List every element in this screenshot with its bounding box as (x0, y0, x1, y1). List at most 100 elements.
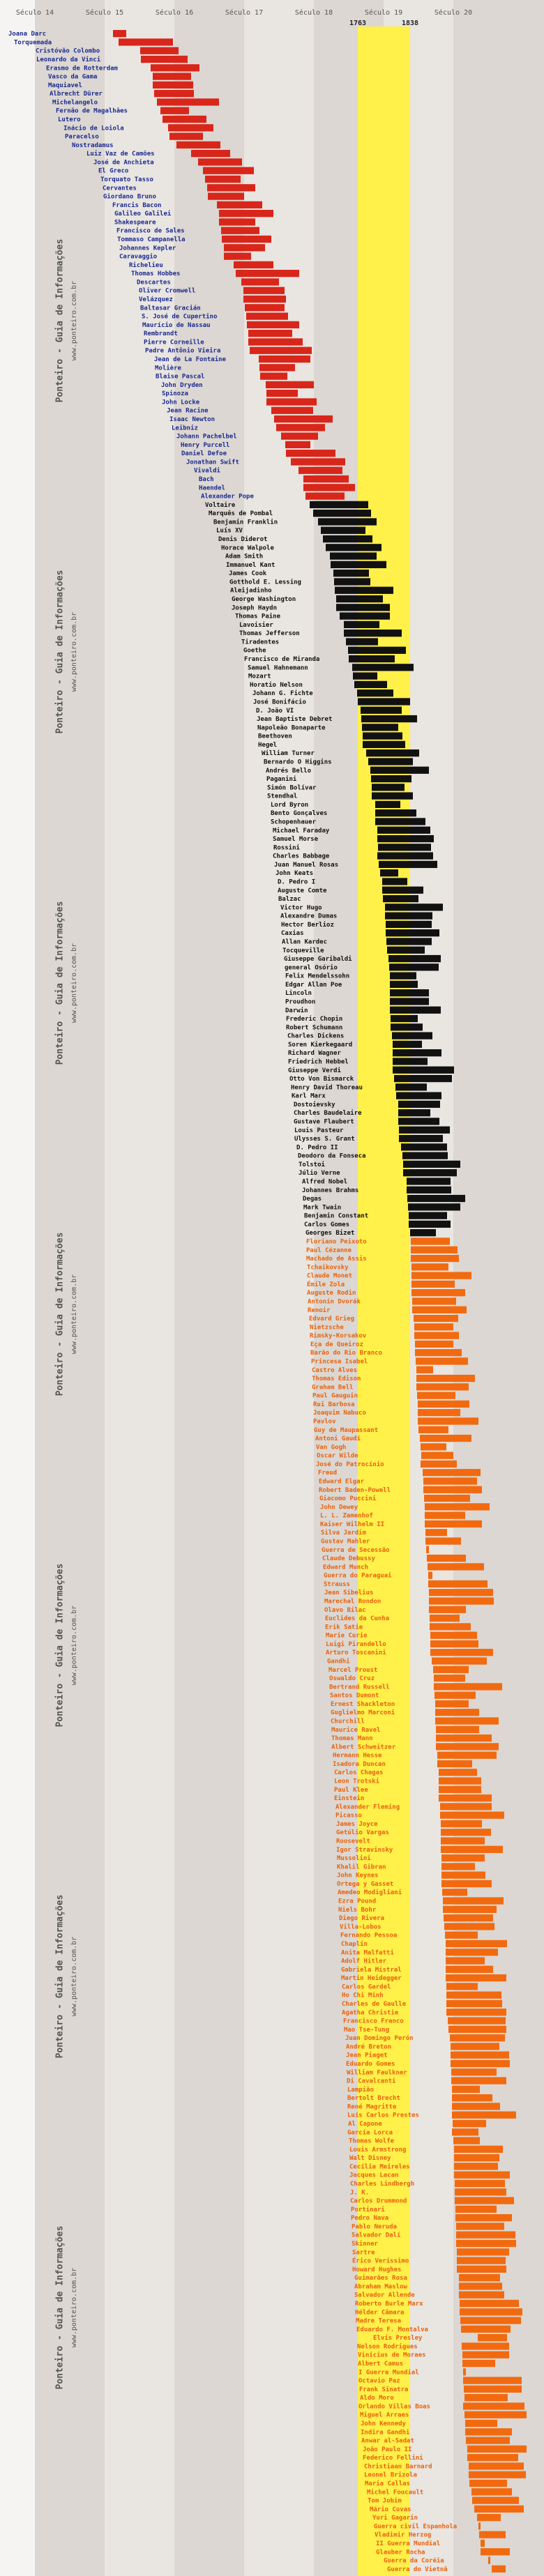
lifespan-bar (153, 81, 193, 89)
person-label: Abraham Maslow (354, 2283, 407, 2290)
lifespan-bar (425, 1520, 482, 1528)
person-label: Amedeo Modigliani (338, 1889, 402, 1896)
lifespan-bar (456, 2231, 515, 2239)
lifespan-bar (462, 2351, 509, 2358)
lifespan-bar (141, 55, 188, 63)
lifespan-bar (372, 792, 413, 800)
century-band (105, 0, 174, 2576)
person-label: Alexander Pope (201, 494, 254, 501)
person-label: Luís XV (216, 528, 243, 535)
lifespan-bar (318, 518, 377, 526)
person-label: D. João VI (256, 708, 294, 715)
person-label: Joana Darc (8, 31, 46, 38)
person-label: Benjamin Constant (304, 1212, 368, 1220)
lifespan-bar (411, 1272, 471, 1279)
lifespan-bar (433, 1666, 469, 1673)
person-label: Maurice Ravel (331, 1726, 380, 1734)
person-label: Churchill (331, 1718, 365, 1725)
person-label: Portinari (351, 2206, 385, 2213)
lifespan-bar (393, 1066, 454, 1074)
lifespan-bar (236, 270, 299, 277)
lifespan-bar (390, 1006, 441, 1014)
lifespan-bar (415, 1349, 462, 1357)
person-label: Paracelso (65, 134, 99, 141)
person-label: Carlos Gardel (342, 1983, 391, 1990)
lifespan-bar (380, 869, 398, 877)
lifespan-bar (460, 2308, 522, 2316)
person-label: Lord Byron (271, 802, 308, 809)
person-label: Daniel Defoe (181, 450, 227, 457)
lifespan-bar (455, 2188, 506, 2196)
lifespan-bar (248, 338, 303, 346)
lifespan-bar (418, 1426, 448, 1433)
lifespan-bar (411, 1280, 455, 1288)
person-label: Madre Teresa (356, 2318, 401, 2325)
person-label: J. K. (350, 2189, 369, 2196)
person-label: Dostoievsky (294, 1101, 335, 1108)
person-label: Vladimir Herzog (375, 2531, 431, 2539)
person-label: Goethe (243, 648, 266, 655)
lifespan-bar (266, 381, 314, 389)
lifespan-bar (379, 860, 437, 869)
lifespan-bar (446, 1939, 507, 1948)
person-label: Cervantes (103, 185, 137, 192)
person-label: Otto Von Bismarck (289, 1075, 354, 1083)
lifespan-bar (153, 73, 191, 80)
lifespan-bar (387, 946, 425, 954)
person-label: Martin Heidegger (341, 1974, 402, 1982)
lifespan-bar (375, 800, 400, 809)
person-label: Maria Callas (365, 2480, 410, 2487)
lifespan-bar (383, 894, 418, 903)
lifespan-bar (481, 2548, 510, 2556)
person-label: Napoleão Bonaparte (257, 724, 326, 731)
lifespan-bar (459, 2273, 500, 2282)
person-label: Villa-Lobos (340, 1923, 381, 1930)
person-label: Guerra de Secessão (322, 1547, 390, 1554)
lifespan-bar (425, 1529, 447, 1537)
lifespan-bar (221, 227, 259, 234)
lifespan-bar (463, 2368, 466, 2376)
lifespan-bar (472, 2497, 519, 2504)
person-label: Ernest Shackleton (331, 1701, 395, 1708)
person-label: Leonel Brizola (364, 2471, 417, 2479)
person-label: Pedro Nava (351, 2215, 388, 2222)
lifespan-bar (408, 1203, 460, 1211)
person-label: Roberto Burle Marx (355, 2301, 423, 2308)
lifespan-bar (469, 2471, 526, 2478)
watermark-title: Ponteiro - Guia de Informações (55, 570, 66, 734)
person-label: Denis Diderot (218, 535, 267, 543)
lifespan-bar (465, 2428, 512, 2436)
person-label: Nostradamus (72, 142, 114, 149)
lifespan-bar (113, 30, 126, 38)
x-tick-label: Século 17 (225, 8, 263, 17)
person-label: Frederic Chopin (286, 1015, 342, 1023)
lifespan-bar (247, 321, 299, 329)
person-label: García Lorca (347, 2129, 393, 2136)
person-label: Schopenhauer (271, 818, 317, 825)
person-label: Francis Bacon (112, 201, 161, 209)
lifespan-bar (407, 1178, 451, 1185)
person-label: Gotthold E. Lessing (229, 578, 301, 586)
lifespan-bar (191, 150, 230, 158)
lifespan-bar (382, 878, 407, 885)
highlight-label: 1838 (402, 20, 418, 27)
lifespan-bar (459, 2282, 502, 2290)
person-label: Ho Chi Minh (342, 1992, 384, 1999)
lifespan-bar (444, 1923, 494, 1930)
lifespan-bar (452, 2094, 492, 2102)
lifespan-bar (224, 252, 251, 260)
lifespan-bar (428, 1571, 432, 1579)
person-label: Antonín Dvorák (308, 1299, 361, 1306)
lifespan-bar (454, 2171, 510, 2179)
person-label: Jean Piaget (346, 2052, 388, 2059)
lifespan-bar (386, 938, 432, 945)
person-label: Spinoza (162, 390, 188, 397)
person-label: Juan Manuel Rosas (274, 862, 338, 869)
lifespan-bar (434, 1683, 502, 1691)
highlight-band (358, 26, 410, 2576)
lifespan-bar (417, 1392, 455, 1399)
watermark-url: www.ponteiro.com.br (70, 1937, 78, 2016)
lifespan-bar (344, 620, 379, 629)
